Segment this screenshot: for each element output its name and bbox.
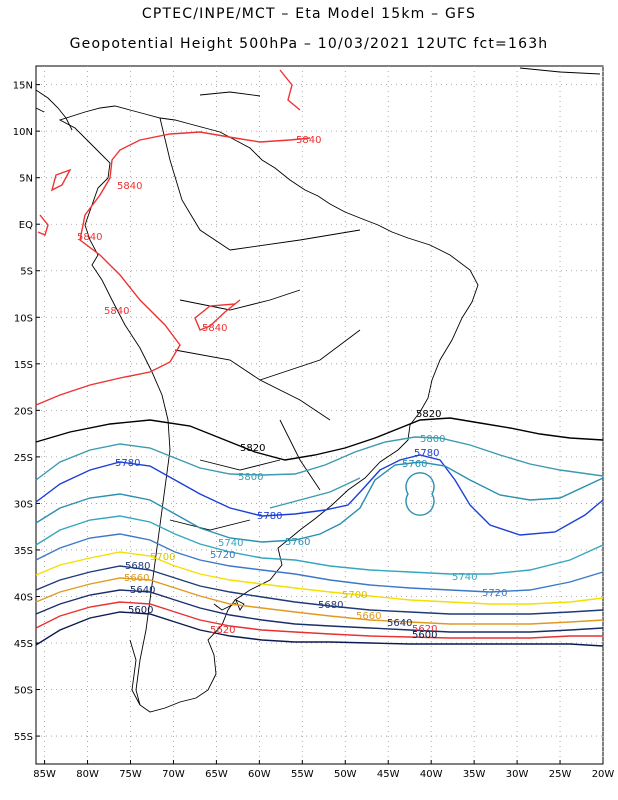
lat-tick-label: 15S [14,360,33,371]
label-5840-e: 5840 [202,323,227,334]
lat-tick-label: 15N [13,81,33,92]
lon-tick-label: 50W [334,769,357,780]
lon-tick-label: 85W [33,769,56,780]
contour-5760 [35,461,604,543]
lon-tick-label: 25W [549,769,572,780]
lat-tick-label: 55S [14,732,33,743]
label-5680-b: 5680 [318,600,343,611]
graticule [36,66,604,764]
map-frame [35,65,604,765]
label-5840-c: 5840 [77,232,102,243]
lon-tick-label: 80W [76,769,99,780]
label-5680-a: 5680 [125,561,150,572]
contour-5700 [35,551,604,605]
lon-tick-label: 55W [291,769,314,780]
contour-5740 [35,515,604,575]
contour-5680 [35,565,604,615]
lon-tick-label: 75W [119,769,142,780]
lat-tick-label: 30S [14,499,33,510]
lon-tick-label: 35W [463,769,486,780]
label-5660-a: 5660 [124,573,149,584]
label-5600-a: 5600 [128,605,153,616]
lat-tick-label: 45S [14,639,33,650]
label-5760-b: 5760 [285,537,310,548]
height-contours [35,69,604,647]
title-line-2: Geopotential Height 500hPa – 10/03/2021 … [69,36,549,52]
coastline-south-america [58,105,479,713]
lat-tick-label: 50S [14,686,33,697]
label-5780-b: 5780 [414,448,439,459]
coastline-islands-south [129,602,237,706]
lat-tick-label: 20S [14,406,33,417]
title-line-1: CPTEC/INPE/MCT – Eta Model 15km – GFS [141,6,477,22]
label-5660-b: 5660 [356,611,381,622]
label-5720-a: 5720 [210,550,235,561]
label-5640-a: 5640 [130,585,155,596]
lon-tick-label: 40W [420,769,443,780]
lat-tick-label: 10S [14,313,33,324]
label-5820-b: 5820 [240,443,265,454]
label-5800-b: 5800 [238,472,263,483]
contour-5640 [35,589,604,633]
contour-5820 [35,417,604,461]
label-5800-a: 5800 [420,434,445,445]
label-5780-c: 5780 [257,511,282,522]
label-5740-a: 5740 [218,538,243,549]
contour-5780 [35,454,604,536]
lat-tick-label: 40S [14,592,33,603]
label-5620-b: 5620 [412,624,437,635]
lat-tick-label: 5N [19,174,33,185]
label-5600-b: 5600 [412,630,437,641]
contour-5720 [35,533,604,593]
coastline-caribbean [199,67,601,97]
lat-tick-label: 10N [13,127,33,138]
contour-5600 [35,611,604,647]
label-5840-b: 5840 [117,181,142,192]
lat-tick-label: EQ [19,220,33,231]
lon-tick-label: 30W [506,769,529,780]
lat-tick-label: 25S [14,453,33,464]
label-5620-a: 5620 [210,625,235,636]
coastline-central-america [35,89,73,131]
lon-tick-label: 65W [205,769,228,780]
border-lines [159,117,361,531]
tick-labels: 15N 10N 5N EQ 5S 10S 15S 20S 25S 30S 35S 40S 45S 50S 5… [13,81,615,780]
contour-5660 [35,577,604,625]
label-5740-b: 5740 [452,572,477,583]
contour-5800 [35,436,604,509]
label-5700-a: 5700 [150,552,175,563]
lat-tick-label: 35S [14,546,33,557]
label-5700-b: 5700 [342,590,367,601]
lon-tick-label: 45W [377,769,400,780]
label-5640-b: 5640 [387,618,412,629]
label-5840-a: 5840 [296,135,321,146]
contour-5760-closed [405,472,435,516]
label-5720-b: 5720 [482,588,507,599]
label-5780-a: 5780 [115,458,140,469]
lon-tick-label: 20W [592,769,615,780]
coastlines [35,67,601,713]
lon-tick-label: 70W [162,769,185,780]
label-5760-a: 5760 [402,459,427,470]
contour-5620 [35,601,603,639]
label-5840-d: 5840 [104,306,129,317]
lat-tick-label: 5S [20,267,33,278]
lon-tick-label: 60W [248,769,271,780]
label-5820-a: 5820 [416,409,441,420]
contour-5840 [35,69,311,406]
contour-labels: 5840 5840 5840 5840 5840 5820 5820 5800 … [77,135,507,641]
